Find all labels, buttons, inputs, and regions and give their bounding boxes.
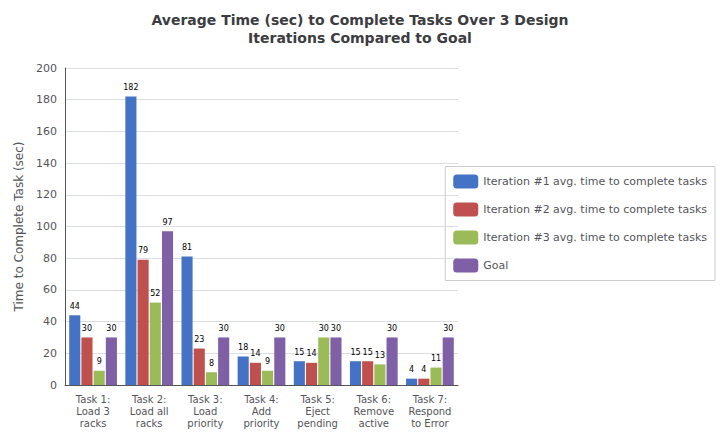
svg-text:Load all: Load all: [130, 406, 169, 417]
svg-text:Task 5:: Task 5:: [299, 394, 335, 405]
svg-text:Iteration #3 avg. time to comp: Iteration #3 avg. time to complete tasks: [483, 231, 707, 244]
svg-text:Task 6:: Task 6:: [356, 394, 392, 405]
svg-text:100: 100: [36, 220, 57, 233]
svg-text:Add: Add: [252, 406, 271, 417]
svg-text:4: 4: [409, 365, 414, 374]
svg-text:4: 4: [421, 365, 426, 374]
svg-text:Respond: Respond: [408, 406, 451, 417]
svg-text:Task 4:: Task 4:: [243, 394, 279, 405]
svg-text:81: 81: [182, 243, 192, 252]
svg-text:30: 30: [319, 324, 329, 333]
svg-text:8: 8: [209, 359, 214, 368]
svg-text:79: 79: [138, 246, 148, 255]
svg-text:20: 20: [43, 347, 57, 360]
svg-text:52: 52: [150, 289, 160, 298]
svg-text:23: 23: [194, 335, 204, 344]
svg-text:13: 13: [375, 351, 385, 360]
svg-text:Average Time (sec) to Complete: Average Time (sec) to Complete Tasks Ove…: [151, 12, 568, 28]
svg-text:15: 15: [363, 348, 373, 357]
svg-text:active: active: [359, 418, 389, 429]
svg-text:priority: priority: [187, 418, 223, 429]
svg-text:14: 14: [306, 349, 316, 358]
svg-text:140: 140: [36, 157, 57, 170]
svg-text:priority: priority: [243, 418, 279, 429]
svg-text:182: 182: [123, 83, 138, 92]
svg-text:160: 160: [36, 125, 57, 138]
svg-text:Iteration #1 avg. time to comp: Iteration #1 avg. time to complete tasks: [483, 175, 707, 188]
svg-text:9: 9: [265, 357, 270, 366]
svg-text:120: 120: [36, 188, 57, 201]
svg-text:Remove: Remove: [353, 406, 394, 417]
svg-text:30: 30: [219, 324, 229, 333]
svg-text:pending: pending: [297, 418, 338, 429]
svg-text:15: 15: [294, 348, 304, 357]
svg-text:30: 30: [387, 324, 397, 333]
svg-text:40: 40: [43, 315, 57, 328]
svg-text:30: 30: [275, 324, 285, 333]
svg-text:11: 11: [431, 354, 441, 363]
svg-text:0: 0: [50, 379, 57, 392]
svg-text:Task 1:: Task 1:: [75, 394, 111, 405]
svg-text:60: 60: [43, 283, 57, 296]
svg-text:44: 44: [70, 302, 80, 311]
svg-text:racks: racks: [136, 418, 163, 429]
svg-text:Iterations Compared to Goal: Iterations Compared to Goal: [248, 30, 472, 46]
svg-text:180: 180: [36, 93, 57, 106]
svg-text:Time to Complete Task (sec): Time to Complete Task (sec): [12, 142, 26, 313]
svg-text:Task 7:: Task 7:: [412, 394, 448, 405]
svg-text:Task 2:: Task 2:: [131, 394, 167, 405]
svg-text:30: 30: [443, 324, 453, 333]
svg-text:Iteration #2 avg. time to comp: Iteration #2 avg. time to complete tasks: [483, 203, 707, 216]
svg-text:30: 30: [331, 324, 341, 333]
svg-text:Task 3:: Task 3:: [187, 394, 223, 405]
svg-text:18: 18: [238, 343, 248, 352]
svg-text:to Error: to Error: [411, 418, 449, 429]
svg-text:Load 3: Load 3: [76, 406, 110, 417]
svg-text:racks: racks: [80, 418, 107, 429]
svg-text:30: 30: [82, 324, 92, 333]
svg-text:15: 15: [350, 348, 360, 357]
svg-text:Load: Load: [193, 406, 217, 417]
svg-text:Goal: Goal: [483, 259, 508, 272]
svg-text:Eject: Eject: [305, 406, 330, 417]
svg-text:200: 200: [36, 62, 57, 75]
svg-text:97: 97: [162, 218, 172, 227]
svg-text:14: 14: [250, 349, 260, 358]
svg-text:30: 30: [106, 324, 116, 333]
svg-text:80: 80: [43, 252, 57, 265]
svg-text:9: 9: [97, 357, 102, 366]
